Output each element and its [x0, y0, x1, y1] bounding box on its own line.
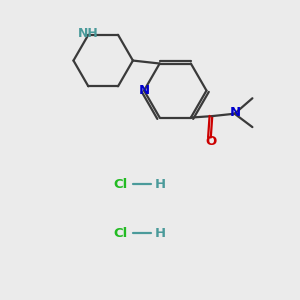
Text: Cl: Cl: [113, 227, 127, 240]
Text: H: H: [155, 178, 166, 191]
Text: Cl: Cl: [113, 178, 127, 191]
Text: O: O: [205, 135, 216, 148]
Text: NH: NH: [78, 27, 99, 40]
Text: H: H: [155, 227, 166, 240]
Text: N: N: [139, 84, 150, 97]
Text: N: N: [230, 106, 241, 119]
